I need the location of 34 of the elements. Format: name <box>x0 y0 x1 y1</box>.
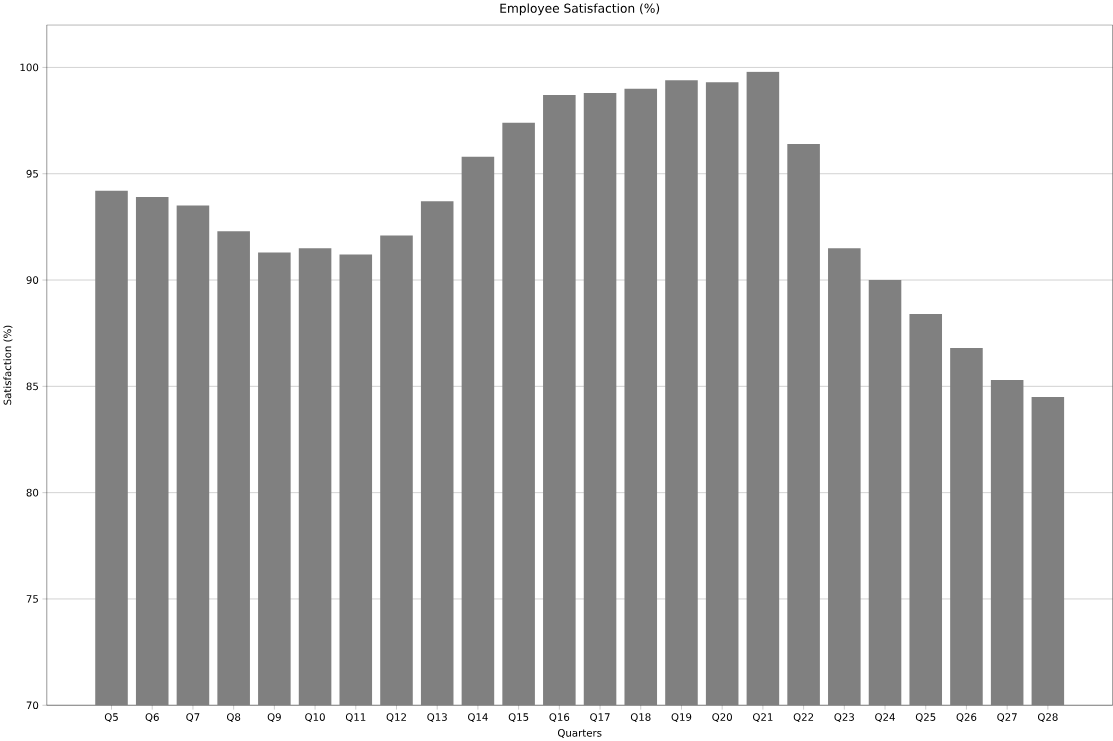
x-tick-label: Q13 <box>427 713 447 722</box>
x-tick-label: Q12 <box>386 713 406 722</box>
x-tick-label: Q15 <box>508 713 529 722</box>
x-tick-label: Q27 <box>997 713 1017 722</box>
y-tick-label: 75 <box>26 595 38 603</box>
x-axis-title: Quarters <box>557 728 602 738</box>
x-tick-label: Q8 <box>226 713 241 722</box>
x-tick-label: Q26 <box>956 713 977 722</box>
x-tick-label: Q9 <box>267 713 281 722</box>
x-tick-label: Q18 <box>630 713 651 722</box>
x-tick-label: Q17 <box>590 713 610 722</box>
x-tick-label: Q21 <box>752 713 773 722</box>
y-tick-label: 80 <box>26 488 39 497</box>
x-tick-label: Q11 <box>345 713 366 722</box>
y-axis-title: Satisfaction (%) <box>3 325 13 405</box>
x-tick-label: Q10 <box>305 713 325 722</box>
x-tick-label: Q16 <box>549 713 570 722</box>
x-tick-label: Q6 <box>145 713 159 722</box>
x-tick-label: Q19 <box>671 713 692 722</box>
x-tick-label: Q23 <box>834 713 854 722</box>
y-tick-label: 95 <box>26 169 38 178</box>
x-tick-label: Q5 <box>104 713 118 722</box>
y-tick-label: 70 <box>26 701 39 709</box>
x-tick-label: Q14 <box>468 713 488 722</box>
x-tick-label: Q28 <box>1037 713 1058 722</box>
chart-title: Employee Satisfaction (%) <box>500 3 660 16</box>
x-tick-label: Q22 <box>793 713 814 722</box>
y-tick-label: 85 <box>26 382 38 391</box>
x-tick-label: Q7 <box>186 713 200 722</box>
x-tick-label: Q20 <box>712 713 732 722</box>
y-tick-label: 100 <box>20 63 39 72</box>
y-tick-label: 90 <box>26 276 39 284</box>
x-tick-label: Q25 <box>915 713 936 722</box>
x-tick-label: Q24 <box>875 713 895 722</box>
